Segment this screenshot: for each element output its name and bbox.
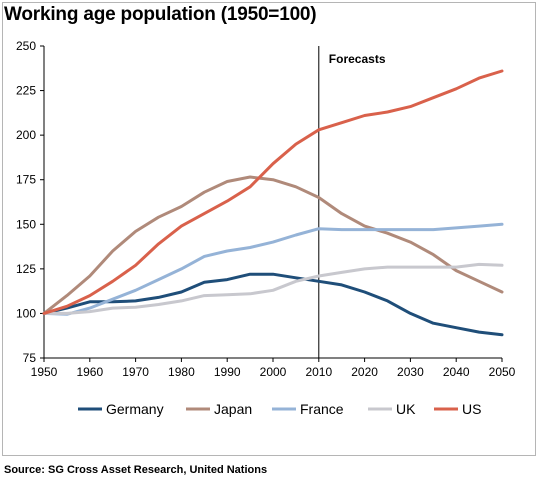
series-line-uk <box>42 262 504 315</box>
x-tick-label: 2020 <box>351 365 378 379</box>
y-tick-label: 100 <box>16 306 36 320</box>
forecast-annotation: Forecasts <box>318 46 386 358</box>
series-line-us <box>42 69 504 315</box>
x-tick-label: 1990 <box>214 365 241 379</box>
series-lines <box>42 69 504 337</box>
forecast-label: Forecasts <box>329 52 386 66</box>
series-line-japan <box>42 175 504 315</box>
series-line-france <box>42 222 504 316</box>
x-tick-label: 2040 <box>443 365 470 379</box>
y-tick-label: 75 <box>23 351 37 365</box>
x-tick-label: 1970 <box>122 365 149 379</box>
y-tick-label: 175 <box>16 173 36 187</box>
x-tick-label: 2010 <box>305 365 332 379</box>
y-tick-label: 250 <box>16 39 36 53</box>
x-tick-label: 1950 <box>31 365 58 379</box>
chart-title: Working age population (1950=100) <box>4 4 317 25</box>
x-tick-label: 1960 <box>76 365 103 379</box>
legend-label-us: US <box>462 401 481 417</box>
x-tick-label: 2050 <box>489 365 516 379</box>
y-tick-label: 200 <box>16 128 36 142</box>
x-tick-label: 1980 <box>168 365 195 379</box>
axes: 75 100 125 150 175 200 225 250 1950 1960 1970 1980 1… <box>16 39 516 379</box>
legend-label-germany: Germany <box>106 401 164 417</box>
series-line-germany <box>42 272 504 337</box>
line-chart: 75 100 125 150 175 200 225 250 1950 1960 1970 1980 1… <box>16 39 516 417</box>
legend-label-uk: UK <box>396 401 416 417</box>
legend-label-france: France <box>300 401 344 417</box>
x-tick-label: 2000 <box>260 365 287 379</box>
legend-label-japan: Japan <box>214 401 252 417</box>
source-note: Source: SG Cross Asset Research, United … <box>4 464 268 476</box>
x-tick-label: 2030 <box>397 365 424 379</box>
y-tick-label: 150 <box>16 217 36 231</box>
legend: Germany Japan France UK US <box>78 401 481 417</box>
y-tick-label: 125 <box>16 262 36 276</box>
y-tick-label: 225 <box>16 84 36 98</box>
